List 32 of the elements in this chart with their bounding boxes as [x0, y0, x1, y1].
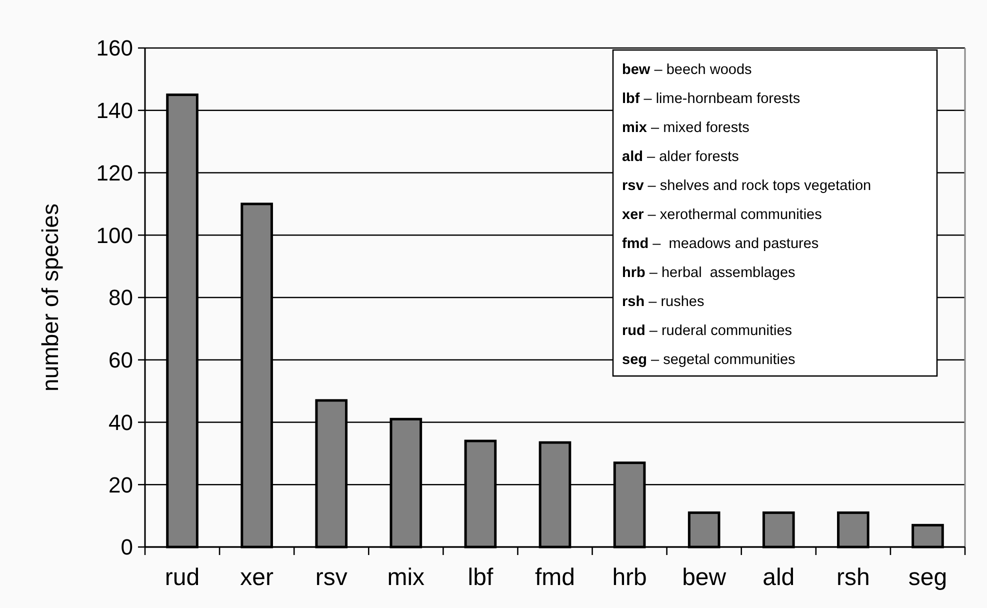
annotation: hrb – herbal assemblages	[622, 265, 796, 281]
annotation: rsh – rushes	[622, 294, 704, 310]
x-tick-label: hrb	[612, 564, 647, 591]
y-tick-label: 40	[108, 410, 133, 435]
y-tick-label: 0	[120, 534, 133, 560]
x-tick-label: rsh	[836, 564, 870, 591]
annotation: ald – alder forests	[622, 149, 739, 165]
x-tick-label: xer	[240, 564, 274, 591]
x-tick-label: seg	[908, 564, 948, 591]
y-tick-label: 20	[108, 472, 133, 498]
annotation: seg – segetal communities	[622, 352, 796, 368]
annotation: mix – mixed forests	[622, 120, 750, 136]
x-tick-label: rud	[164, 564, 200, 591]
x-tick-label: ald	[762, 564, 795, 591]
x-tick-label: lbf	[468, 564, 494, 591]
y-tick-label: 100	[96, 222, 133, 248]
y-tick-label: 60	[108, 348, 133, 373]
x-tick-label: bew	[682, 564, 727, 591]
x-tick-label: rsv	[315, 564, 348, 591]
y-tick-label: 160	[96, 36, 133, 61]
annotation: lbf – lime-hornbeam forests	[622, 91, 800, 107]
annotation: xer – xerothermal communities	[622, 207, 822, 223]
annotation: fmd – meadows and pastures	[622, 236, 819, 252]
y-tick-label: 120	[96, 160, 133, 186]
x-tick-label: fmd	[534, 564, 576, 591]
annotation: rsv – shelves and rock tops vegetation	[622, 178, 872, 194]
annotation: rud – ruderal communities	[622, 323, 792, 339]
y-tick-label: 140	[96, 98, 133, 124]
annotation: bew – beech woods	[622, 62, 752, 78]
y-axis-title: number of species	[37, 204, 63, 392]
x-tick-label: mix	[387, 564, 425, 591]
y-tick-label: 80	[108, 285, 133, 310]
